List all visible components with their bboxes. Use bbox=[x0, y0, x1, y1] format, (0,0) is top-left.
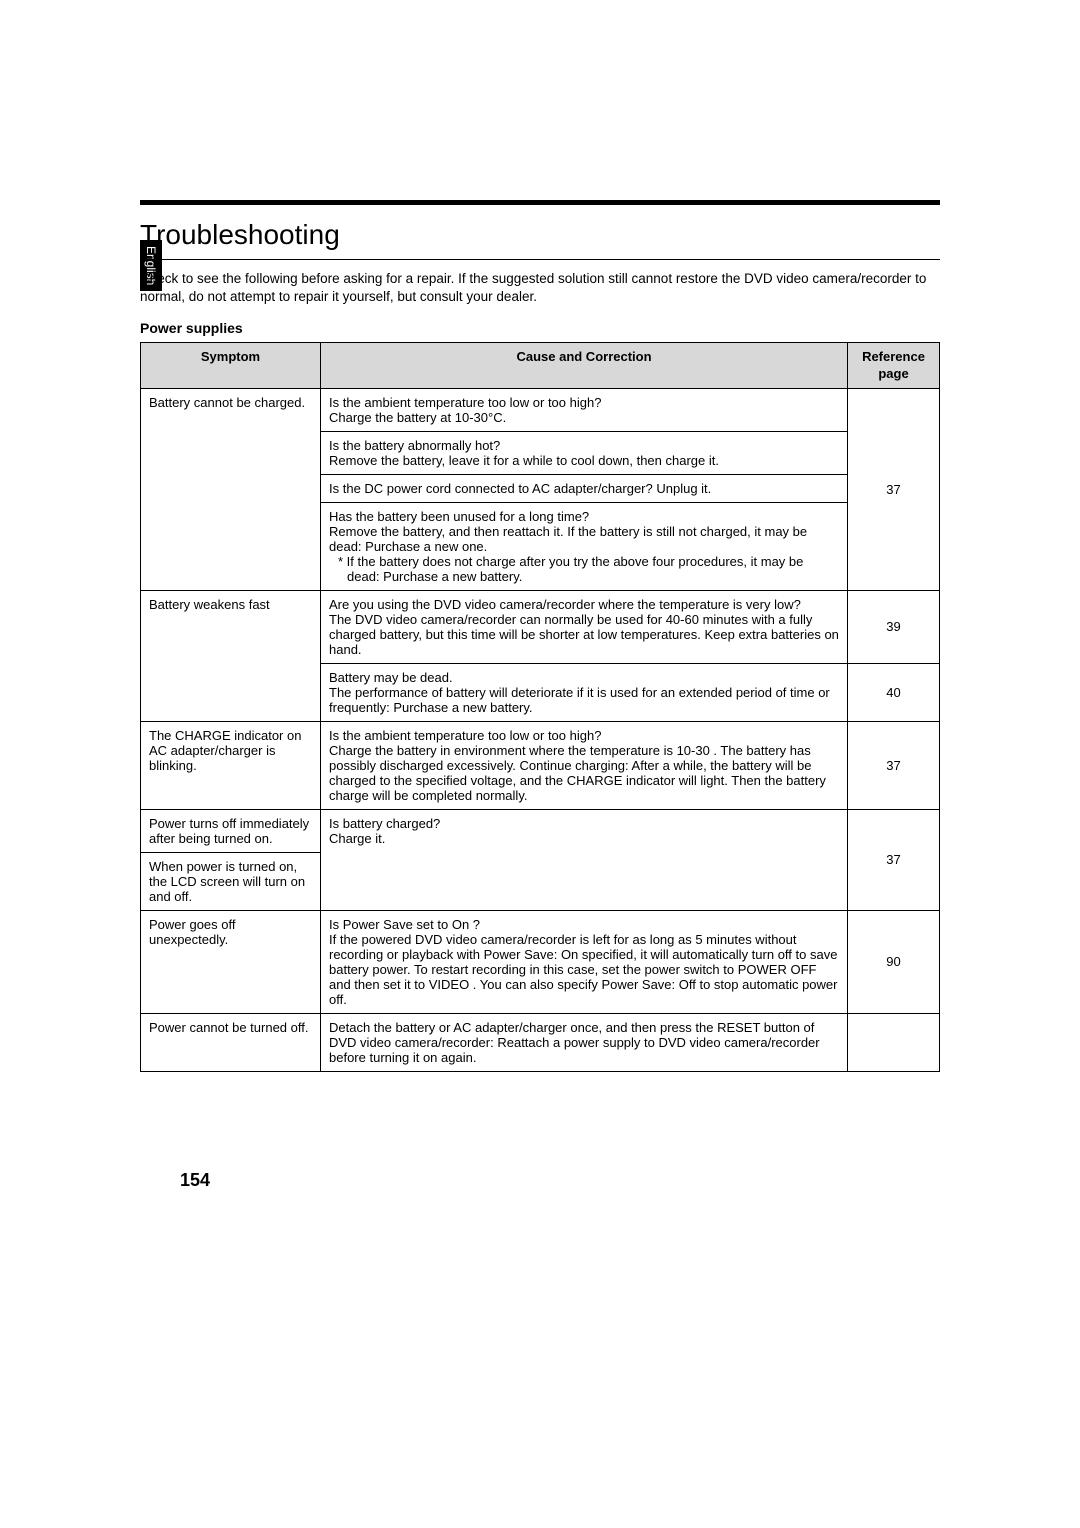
cause-cell: Detach the battery or AC adapter/charger… bbox=[321, 1013, 848, 1071]
page-title: Troubleshooting bbox=[140, 215, 940, 260]
ref-cell: 37 bbox=[848, 721, 940, 809]
cause-cell: Is the DC power cord connected to AC ada… bbox=[321, 474, 848, 502]
symptom-cell: When power is turned on, the LCD screen … bbox=[141, 852, 321, 910]
cause-cell: Are you using the DVD video camera/recor… bbox=[321, 590, 848, 663]
cause-cell: Has the battery been unused for a long t… bbox=[321, 502, 848, 590]
symptom-cell: Power goes off unexpectedly. bbox=[141, 910, 321, 1013]
ref-cell: 40 bbox=[848, 663, 940, 721]
symptom-cell: Power cannot be turned off. bbox=[141, 1013, 321, 1071]
ref-cell: 37 bbox=[848, 809, 940, 910]
cause-note: * If the battery does not charge after y… bbox=[329, 554, 839, 584]
cause-cell: Is the battery abnormally hot? Remove th… bbox=[321, 431, 848, 474]
page-number: 154 bbox=[180, 1170, 210, 1191]
cause-cell: Is the ambient temperature too low or to… bbox=[321, 388, 848, 431]
intro-text: Check to see the following before asking… bbox=[140, 270, 940, 306]
ref-cell: 90 bbox=[848, 910, 940, 1013]
cause-text: Has the battery been unused for a long t… bbox=[329, 509, 807, 554]
cause-cell: Is battery charged? Charge it. bbox=[321, 809, 848, 910]
ref-cell: 39 bbox=[848, 590, 940, 663]
section-title: Power supplies bbox=[140, 320, 940, 336]
symptom-cell: Battery weakens fast bbox=[141, 590, 321, 721]
troubleshooting-table: Symptom Cause and Correction Reference p… bbox=[140, 342, 940, 1072]
cause-cell: Is the ambient temperature too low or to… bbox=[321, 721, 848, 809]
header-reference: Reference page bbox=[848, 343, 940, 389]
header-cause: Cause and Correction bbox=[321, 343, 848, 389]
cause-cell: Is Power Save set to On ? If the powered… bbox=[321, 910, 848, 1013]
header-symptom: Symptom bbox=[141, 343, 321, 389]
top-border bbox=[140, 200, 940, 205]
cause-cell: Battery may be dead. The performance of … bbox=[321, 663, 848, 721]
ref-cell: 37 bbox=[848, 388, 940, 590]
symptom-cell: Power turns off immediately after being … bbox=[141, 809, 321, 852]
ref-cell bbox=[848, 1013, 940, 1071]
symptom-cell: Battery cannot be charged. bbox=[141, 388, 321, 590]
symptom-cell: The CHARGE indicator on AC adapter/charg… bbox=[141, 721, 321, 809]
page-content: Troubleshooting Check to see the followi… bbox=[140, 200, 940, 1072]
